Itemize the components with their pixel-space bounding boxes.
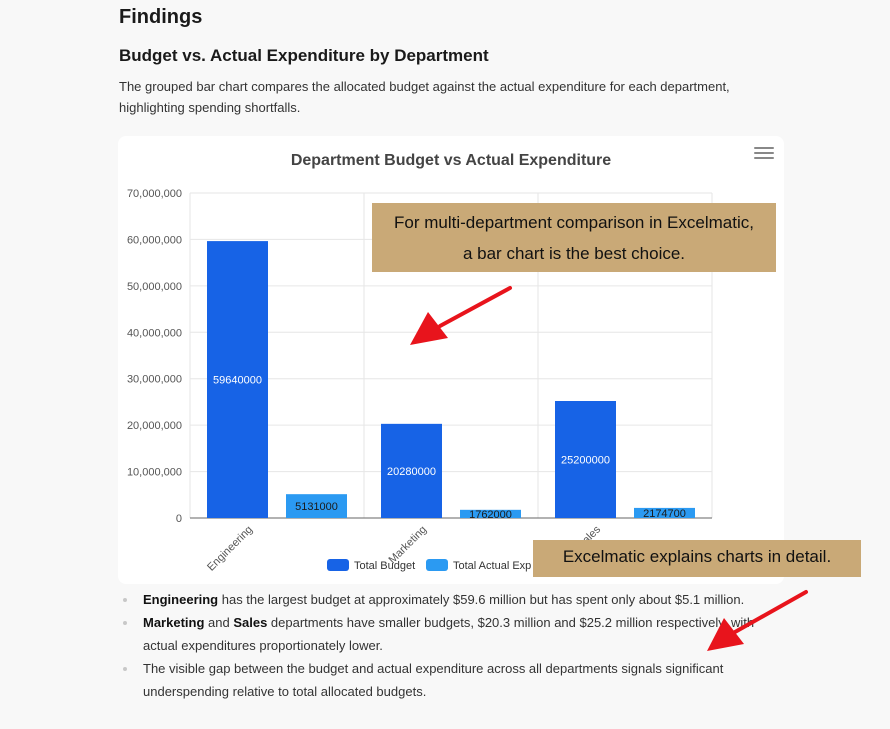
bullet-text: and: [204, 615, 234, 630]
bullet-text: The visible gap between the budget and a…: [143, 661, 724, 699]
y-tick-label: 20,000,000: [127, 420, 182, 432]
callout-bottom: Excelmatic explains charts in detail.: [533, 540, 861, 577]
y-tick-label: 60,000,000: [127, 234, 182, 246]
y-tick-label: 70,000,000: [127, 188, 182, 200]
y-tick-label: 30,000,000: [127, 374, 182, 386]
bar: [634, 507, 695, 518]
list-item: Marketing and Sales departments have sma…: [123, 611, 783, 657]
section-title: Findings: [119, 6, 203, 28]
bar-chart: Department Budget vs Actual Expenditure 0…: [127, 152, 713, 574]
bar: [207, 241, 268, 518]
legend-swatch: [426, 559, 448, 571]
bar: [286, 494, 347, 518]
bullet-bold: Marketing: [143, 615, 205, 630]
y-tick-label: 40,000,000: [127, 327, 182, 339]
y-tick-label: 50,000,000: [127, 281, 182, 293]
data-label: 20280000: [387, 466, 436, 478]
list-item: The visible gap between the budget and a…: [123, 657, 783, 703]
bar: [381, 423, 442, 518]
findings-list: Engineering has the largest budget at ap…: [123, 588, 783, 703]
legend-label: Total Budget: [354, 560, 415, 572]
chart-title: Department Budget vs Actual Expenditure: [291, 152, 611, 169]
chart-heading: Budget vs. Actual Expenditure by Departm…: [119, 46, 489, 65]
legend-swatch: [327, 559, 349, 571]
data-label: 2174700: [643, 508, 686, 520]
callout-top-line-2: a bar chart is the best choice.: [462, 244, 686, 263]
bullet-text: departments have smaller budgets, $20.3 …: [143, 615, 755, 653]
menu-icon[interactable]: [754, 144, 774, 160]
intro-text: The grouped bar chart compares the alloc…: [119, 79, 730, 115]
data-label: 5131000: [295, 501, 338, 513]
bullet-bold: Engineering: [143, 592, 219, 607]
bar: [460, 509, 521, 518]
bar: [555, 401, 616, 518]
data-label: 1762000: [469, 509, 512, 521]
callout-top: For multi-department comparison in Excel…: [372, 203, 776, 272]
data-label: 25200000: [561, 455, 610, 467]
bullet-text: has the largest budget at approximately …: [218, 592, 745, 607]
legend-label: Total Actual Exp: [453, 560, 531, 572]
list-item: Engineering has the largest budget at ap…: [123, 588, 783, 611]
x-tick-label: Engineering: [205, 524, 255, 574]
callout-top-line-1: For multi-department comparison in Excel…: [394, 213, 754, 232]
y-tick-label: 0: [176, 513, 182, 525]
y-tick-label: 10,000,000: [127, 467, 182, 479]
bullet-bold: Sales: [233, 615, 268, 630]
data-label: 59640000: [213, 375, 262, 387]
